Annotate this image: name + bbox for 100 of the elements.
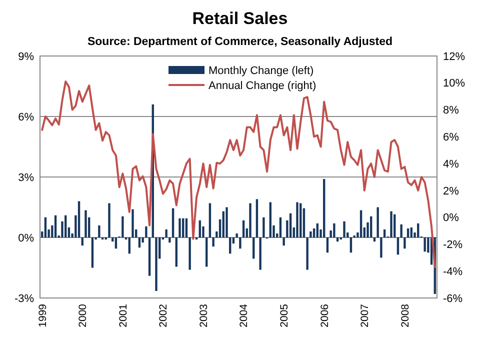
bar xyxy=(155,238,158,291)
x-tick-label: 2006 xyxy=(318,304,331,328)
bar xyxy=(373,238,376,242)
x-tick-label: 2003 xyxy=(198,304,210,328)
bar xyxy=(406,228,410,238)
bar xyxy=(78,201,80,238)
bar xyxy=(54,215,57,238)
legend-label: Annual Change (right) xyxy=(208,80,316,92)
bar xyxy=(114,238,118,249)
bar xyxy=(252,238,255,259)
bar xyxy=(91,238,94,268)
bar xyxy=(98,225,100,238)
bar xyxy=(81,238,84,246)
bar xyxy=(323,179,326,238)
bar xyxy=(279,217,282,238)
x-tick-label: 2000 xyxy=(77,304,90,328)
bar xyxy=(249,203,252,238)
bar xyxy=(380,238,382,258)
y-tick-label: 6% xyxy=(18,111,34,124)
bar xyxy=(326,238,329,253)
bar xyxy=(122,216,124,238)
bar xyxy=(198,220,201,238)
bar xyxy=(188,238,191,270)
bar xyxy=(336,238,339,242)
bar xyxy=(239,238,242,249)
bar xyxy=(148,238,151,276)
bar xyxy=(296,202,298,238)
y-tick-label: 0% xyxy=(18,232,34,244)
bar xyxy=(350,238,352,253)
x-tick-label: 2005 xyxy=(278,304,290,328)
bar xyxy=(165,229,168,238)
y2-tick-label: 6% xyxy=(443,132,460,144)
bar xyxy=(242,220,245,238)
bar xyxy=(282,238,285,246)
bar xyxy=(310,231,312,238)
bar xyxy=(128,238,130,254)
bar xyxy=(376,207,379,238)
x-tick-label: 2002 xyxy=(158,304,170,328)
bar xyxy=(333,223,336,238)
x-tick-label: 2001 xyxy=(117,304,130,328)
bar xyxy=(44,217,47,238)
bar xyxy=(262,217,265,238)
bar xyxy=(269,202,272,238)
bar xyxy=(108,203,110,238)
bar xyxy=(175,238,178,267)
bar xyxy=(172,208,174,238)
y2-tick-label: 4% xyxy=(443,158,460,170)
bar xyxy=(138,238,141,248)
bar xyxy=(400,224,402,238)
bar xyxy=(168,238,171,243)
bar xyxy=(222,211,224,238)
bar xyxy=(145,226,148,238)
x-tick-label: 1999 xyxy=(36,304,49,328)
bar xyxy=(259,238,262,270)
bar xyxy=(84,210,87,238)
bar xyxy=(206,238,208,267)
y2-tick-label: 12% xyxy=(443,50,466,63)
x-tick-label: 2004 xyxy=(238,304,250,328)
bar xyxy=(64,215,67,238)
x-tick-label: 2008 xyxy=(399,304,412,328)
y2-tick-label: 10% xyxy=(443,78,466,90)
bar xyxy=(360,210,362,238)
bar xyxy=(226,207,228,238)
bar xyxy=(306,238,308,270)
legend-label: Monthly Change (left) xyxy=(208,64,314,77)
chart-title: Retail Sales xyxy=(192,9,288,28)
y2-tick-label: 0% xyxy=(443,212,460,224)
bar xyxy=(316,223,318,238)
bar xyxy=(178,218,181,238)
y2-tick-label: 2% xyxy=(443,185,460,198)
y2-tick-label: 8% xyxy=(443,104,460,117)
bar xyxy=(182,218,184,238)
bar xyxy=(424,238,426,252)
bar xyxy=(417,223,420,238)
bar xyxy=(410,227,412,238)
y2-tick-label: -2% xyxy=(443,239,463,252)
y2-tick-label: -6% xyxy=(443,292,463,305)
bar xyxy=(394,214,396,238)
line-series xyxy=(41,80,436,268)
bar xyxy=(229,238,232,254)
bar xyxy=(383,229,386,238)
y-tick-label: 9% xyxy=(18,50,34,63)
bar xyxy=(343,221,346,238)
bar xyxy=(185,218,188,238)
bar xyxy=(289,213,292,238)
bar xyxy=(208,203,212,238)
x-tick-label: 2007 xyxy=(359,304,372,328)
bar xyxy=(256,199,258,238)
bar xyxy=(236,233,238,238)
y-tick-label: 3% xyxy=(18,172,34,184)
bar xyxy=(404,238,406,249)
bar xyxy=(370,216,372,238)
y2-tick-label: -4% xyxy=(443,266,463,278)
chart-subtitle: Source: Department of Commerce, Seasonally Adjusted xyxy=(87,36,393,48)
bar xyxy=(396,238,400,255)
bar xyxy=(390,211,392,238)
bar xyxy=(212,238,214,247)
bar xyxy=(300,203,302,238)
y-tick-label: -3% xyxy=(14,292,34,305)
bar xyxy=(132,209,134,238)
